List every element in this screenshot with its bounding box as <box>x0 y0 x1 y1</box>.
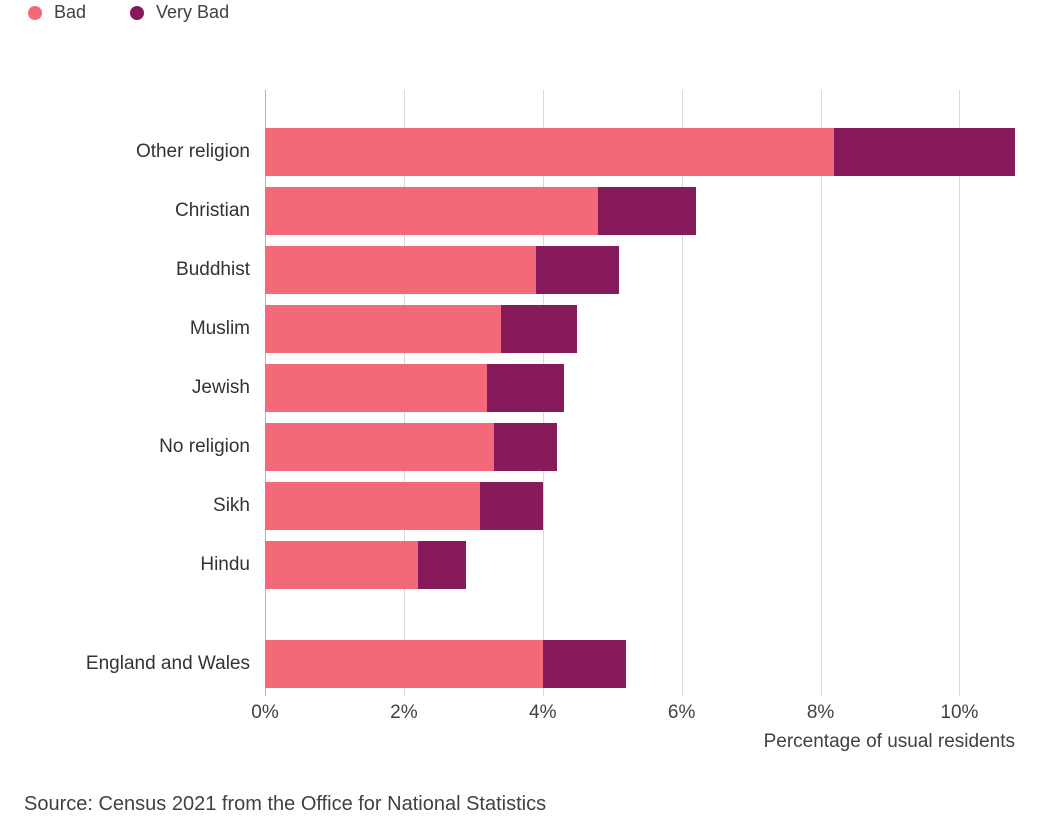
bar-track <box>265 127 1015 176</box>
bar-track <box>265 186 1015 235</box>
bar-track <box>265 639 1015 688</box>
category-label: Hindu <box>200 553 250 575</box>
bar-segment-very-bad <box>834 127 1015 176</box>
bar-row: Sikh <box>0 476 1015 535</box>
bar-segment-bad <box>265 481 481 530</box>
bar-segment-very-bad <box>417 540 467 589</box>
row-spacer <box>0 594 1015 634</box>
x-tick-label: 0% <box>251 702 279 723</box>
legend-label: Bad <box>54 2 87 22</box>
bar-segment-very-bad <box>535 245 620 294</box>
bar-segment-very-bad <box>501 304 578 353</box>
legend-item-very-bad: Very Bad <box>130 2 229 23</box>
bar-row: Muslim <box>0 299 1015 358</box>
legend-label: Very Bad <box>156 2 230 22</box>
bar-segment-very-bad <box>542 639 627 688</box>
bar-segment-very-bad <box>598 186 696 235</box>
chart-legend: Bad Very Bad <box>28 2 229 23</box>
bar-row: Jewish <box>0 358 1015 417</box>
x-tick-label: 6% <box>667 702 696 723</box>
bar-track <box>265 481 1015 530</box>
bar-segment-bad <box>265 422 495 471</box>
legend-dot-bad-icon <box>28 5 42 20</box>
category-label: Other religion <box>135 140 250 162</box>
stacked-bar-chart: Other religion Christian Buddhist Muslim Jew… <box>0 90 1015 696</box>
bar-row: Other religion <box>0 122 1015 181</box>
bar-track <box>265 245 1015 294</box>
category-label: Buddhist <box>176 258 250 280</box>
bar-segment-bad <box>265 127 835 176</box>
category-label: Sikh <box>213 494 250 516</box>
x-tick-label: 4% <box>529 702 557 723</box>
source-note: Source: Census 2021 from the Office for … <box>24 793 547 815</box>
gridline <box>820 90 822 696</box>
legend-dot-very-bad-icon <box>130 5 145 20</box>
bar-track <box>265 363 1015 412</box>
bar-track <box>265 540 1015 589</box>
bar-segment-bad <box>265 639 543 688</box>
bar-row: Christian <box>0 181 1015 240</box>
bar-row: Hindu <box>0 535 1015 594</box>
category-label: Muslim <box>189 317 250 339</box>
bar-row: England and Wales <box>0 634 1015 693</box>
bar-row: No religion <box>0 417 1015 476</box>
x-axis-title: Percentage of usual residents <box>763 731 1015 752</box>
bar-segment-bad <box>265 304 502 353</box>
bar-segment-very-bad <box>494 422 557 471</box>
x-axis: 0% 2% 4% 6% 8% 10% <box>251 702 1015 728</box>
bar-segment-very-bad <box>480 481 543 530</box>
gridline <box>681 90 683 696</box>
category-label: England and Wales <box>85 652 250 674</box>
x-tick-label: 10% <box>940 702 979 723</box>
bar-segment-bad <box>265 540 418 589</box>
legend-item-bad: Bad <box>28 2 86 23</box>
bar-segment-bad <box>265 245 536 294</box>
x-tick-label: 2% <box>390 702 418 723</box>
category-label: No religion <box>159 435 250 457</box>
category-label: Jewish <box>191 376 250 398</box>
x-tick-label: 8% <box>806 702 835 723</box>
bar-segment-bad <box>265 363 488 412</box>
gridline <box>959 90 961 696</box>
bar-segment-very-bad <box>487 363 564 412</box>
bar-row: Buddhist <box>0 240 1015 299</box>
bar-rows: Other religion Christian Buddhist Muslim Jew… <box>0 122 1015 693</box>
bar-track <box>265 304 1015 353</box>
category-label: Christian <box>175 199 250 221</box>
bar-track <box>265 422 1015 471</box>
bar-segment-bad <box>265 186 599 235</box>
